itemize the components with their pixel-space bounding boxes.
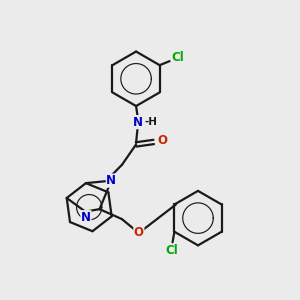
Text: N: N [81,211,91,224]
Text: Cl: Cl [171,51,184,64]
Text: Cl: Cl [165,244,178,257]
Text: N: N [133,116,142,129]
Text: N: N [106,174,116,187]
Text: -H: -H [144,117,157,127]
Text: O: O [134,226,144,239]
Text: O: O [158,134,167,147]
